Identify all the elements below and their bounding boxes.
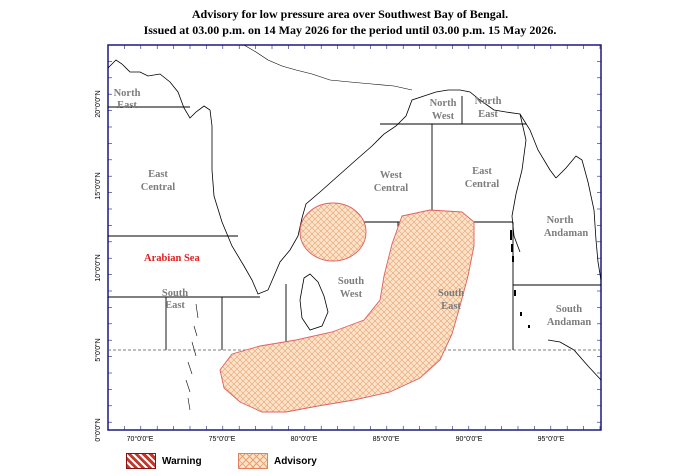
legend-warning-label: Warning [162,455,202,467]
advisory-area-main [219,209,475,413]
label-arabian-north-east-1: North [114,88,141,99]
x-tick-label: 95°0'0"E [538,435,565,443]
x-tick-label: 75°0'0"E [209,435,236,443]
label-bay-west-central-2: Central [374,183,408,194]
label-north-andaman-1: North [547,215,574,226]
label-arabian-east-central-1: East [148,169,168,180]
legend-advisory: Advisory [238,452,317,470]
india-coastline [107,59,557,295]
sri-lanka [299,273,329,331]
label-south-andaman-2: Andaman [547,317,592,328]
label-bay-south-west-1: South [338,276,364,287]
y-tick-label: 20°0'0"N [94,90,102,117]
y-tick-labels: 0°0'0"N 5°0'0"N 10°0'0"N 15°0'0"N 20°0'0"N [94,90,102,441]
x-tick-label: 80°0'0"E [291,435,318,443]
map-title: Advisory for low pressure area over Sout… [0,6,700,38]
title-line-1: Advisory for low pressure area over Sout… [191,7,509,21]
warning-swatch [126,453,156,469]
label-bay-south-east-2: East [441,301,461,312]
legend-warning: Warning [126,452,202,470]
title-line-2: Issued at 03.00 p.m. on 14 May 2026 for … [143,23,557,37]
label-bay-north-east-1: North [475,96,502,107]
y-tick-label: 5°0'0"N [94,338,102,361]
label-arabian-south-east-1: South [162,288,188,299]
label-north-andaman-2: Andaman [544,228,589,239]
label-bay-south-west-2: West [340,289,363,300]
legend-advisory-label: Advisory [274,455,317,467]
x-tick-label: 90°0'0"E [456,435,483,443]
label-bay-north-west-1: North [430,98,457,109]
maldives-islands [185,303,199,411]
label-arabian-north-east-2: East [117,100,137,111]
x-tick-label: 85°0'0"E [373,435,400,443]
label-arabian-sea: Arabian Sea [144,253,200,264]
y-tick-label: 15°0'0"N [94,172,102,199]
x-tick-labels: 70°0'0"E 75°0'0"E 80°0'0"E 85°0'0"E 90°0'0"E… [127,435,565,443]
myanmar-coast [511,113,527,253]
label-south-andaman-1: South [556,304,582,315]
label-arabian-south-east-2: East [165,300,185,311]
label-arabian-east-central-2: Central [141,182,175,193]
label-bay-north-west-2: West [432,111,455,122]
y-tick-label: 10°0'0"N [94,254,102,281]
label-bay-north-east-2: East [478,109,498,120]
label-bay-east-central-2: Central [465,179,499,190]
advisory-area-circle [299,202,367,262]
label-bay-west-central-1: West [380,170,403,181]
x-tick-label: 70°0'0"E [127,435,154,443]
advisory-swatch [238,453,268,469]
y-tick-label: 0°0'0"N [94,418,102,441]
label-bay-east-central-1: East [472,166,492,177]
label-bay-south-east-1: South [438,288,464,299]
frame-ticks [107,44,601,430]
